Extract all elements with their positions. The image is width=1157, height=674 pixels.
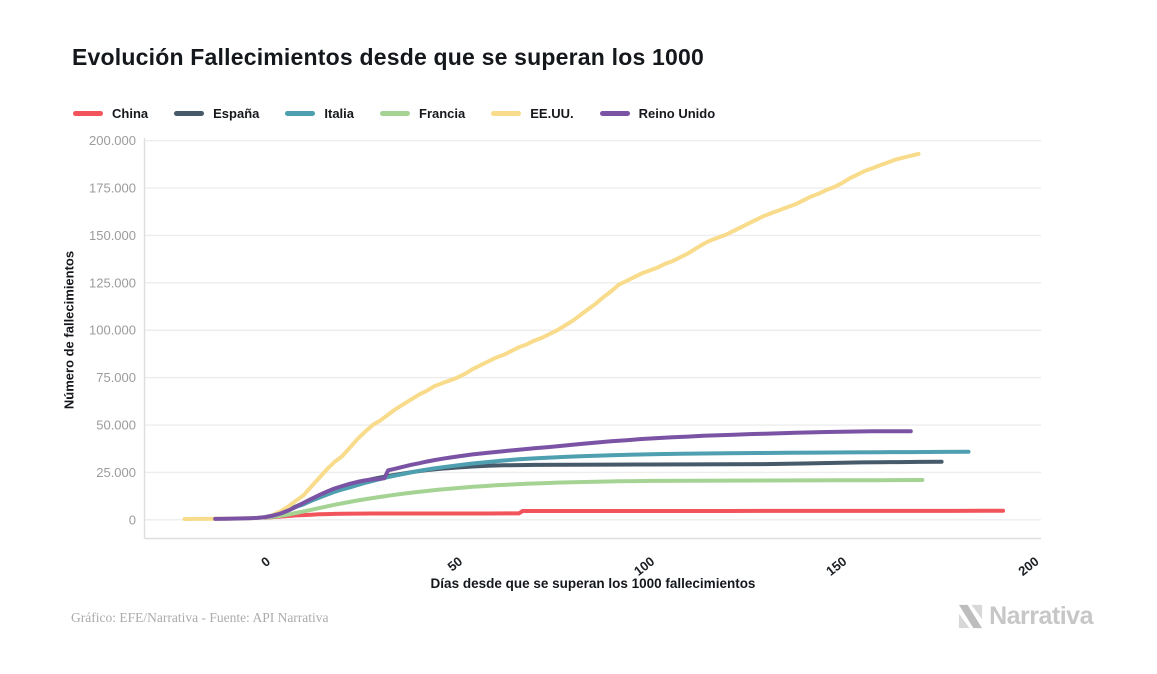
legend-swatch: [174, 111, 205, 116]
narrativa-logo-text: Narrativa: [989, 602, 1093, 630]
legend-label: Reino Unido: [638, 106, 716, 121]
narrativa-logo-icon: [959, 604, 983, 629]
series-line-italia: [263, 449, 971, 520]
y-tick-label: 100.000: [89, 323, 136, 338]
legend-swatch: [380, 111, 410, 116]
legend-swatch: [599, 111, 630, 116]
legend-item-reino-unido: Reino Unido: [599, 106, 716, 121]
legend-item-espa-a: España: [174, 106, 259, 121]
x-tick-label: 0: [258, 554, 273, 570]
x-tick-label: 100: [631, 554, 657, 579]
chart-legend: China España Italia Francia EE.UU. Reino Unid…: [73, 106, 715, 121]
y-tick-label: 200.000: [89, 133, 136, 148]
y-tick-label: 150.000: [89, 228, 136, 243]
legend-item-china: China: [73, 106, 148, 121]
legend-swatch: [285, 111, 316, 116]
legend-swatch: [73, 111, 103, 116]
y-tick-label: 50.000: [96, 418, 136, 433]
y-tick-label: 25.000: [96, 465, 136, 480]
legend-item-ee-uu: EE.UU.: [491, 106, 574, 121]
legend-label: EE.UU.: [530, 106, 574, 121]
legend-swatch: [491, 111, 522, 116]
series-line-francia: [263, 478, 925, 520]
page-title: Evolución Fallecimientos desde que se su…: [72, 44, 705, 70]
legend-item-francia: Francia: [380, 106, 465, 121]
series-line-ee-uu: [182, 151, 921, 521]
legend-label: Italia: [324, 106, 354, 121]
series-line-reino-unido: [213, 429, 913, 521]
series-line-espa-a: [263, 459, 944, 520]
legend-label: Francia: [419, 106, 466, 121]
x-tick-label: 50: [445, 554, 466, 575]
series-line-china: [263, 508, 1006, 520]
y-tick-label: 175.000: [89, 181, 136, 196]
footer-credit: Gráfico: EFE/Narrativa - Fuente: API Nar…: [71, 610, 329, 625]
legend-label: España: [213, 106, 260, 121]
narrativa-logo: Narrativa: [957, 602, 1093, 631]
x-tick-label: 200: [1015, 554, 1041, 579]
legend-label: China: [112, 106, 149, 121]
y-tick-label: 75.000: [96, 370, 136, 385]
legend-item-italia: Italia: [285, 106, 354, 121]
y-tick-label: 0: [129, 512, 136, 527]
y-axis-title: Número de fallecimientos: [61, 250, 77, 410]
y-tick-label: 125.000: [89, 275, 136, 290]
x-tick-label: 150: [823, 554, 849, 579]
x-axis-title: Días desde que se superan los 1000 falle…: [430, 576, 756, 591]
